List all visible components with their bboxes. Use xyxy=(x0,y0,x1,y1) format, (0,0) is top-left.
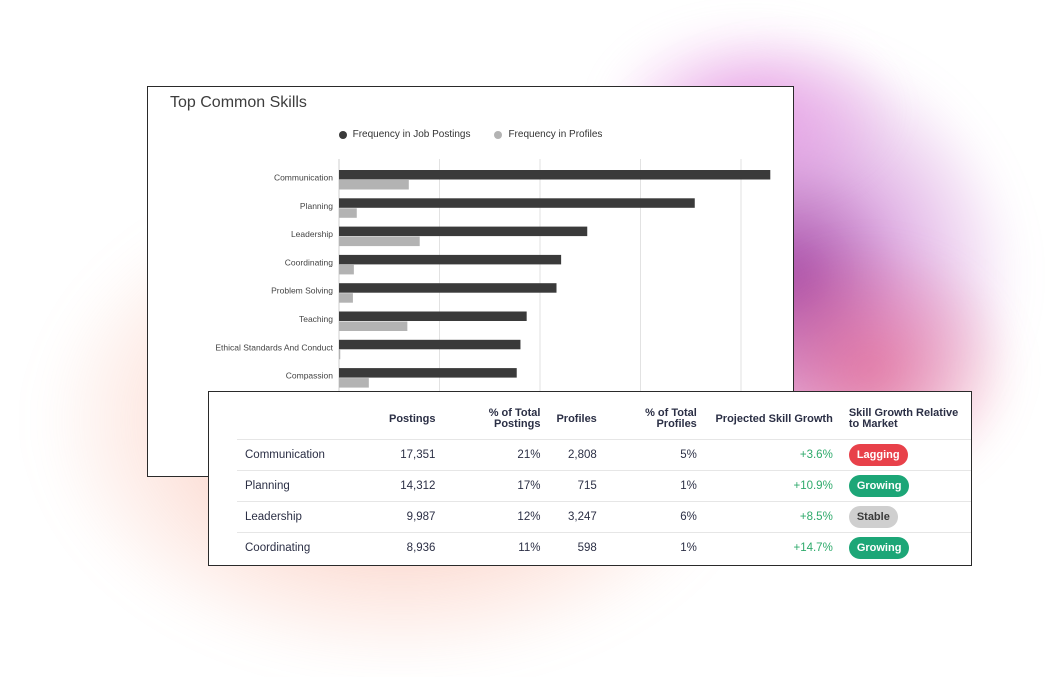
cell-pct-profiles: 5% xyxy=(604,438,705,470)
cell-pct-profiles: 6% xyxy=(604,500,705,532)
legend-item-profiles[interactable]: Frequency in Profiles xyxy=(494,129,602,140)
bar-postings[interactable] xyxy=(339,198,695,208)
chart-title: Top Common Skills xyxy=(170,94,307,111)
header-profiles[interactable]: Profiles xyxy=(556,412,597,425)
header-postings[interactable]: Postings xyxy=(389,412,436,425)
cell-skill: Planning xyxy=(237,469,381,501)
category-tick-label: Ethical Standards And Conduct xyxy=(215,342,333,352)
bar-postings[interactable] xyxy=(339,226,588,237)
cell-pct-postings: 17% xyxy=(443,469,549,501)
table-row[interactable]: Planning 14,312 17% 715 1% +10.9% Growin… xyxy=(237,469,971,501)
cell-profiles: 715 xyxy=(548,469,605,501)
cell-pct-profiles: 1% xyxy=(604,469,705,501)
cell-relative-growth: Growing xyxy=(840,469,971,501)
category-tick-label: Planning xyxy=(300,201,333,211)
bar-profiles[interactable] xyxy=(339,293,353,303)
cell-skill: Communication xyxy=(237,438,381,470)
cell-skill: Leadership xyxy=(237,500,381,532)
legend-dot-profiles xyxy=(494,130,503,139)
status-badge-lagging: Lagging xyxy=(848,443,908,466)
legend-dot-postings xyxy=(338,130,347,139)
cell-profiles: 598 xyxy=(548,531,605,563)
skills-table: Postings % of Total Postings Profiles % … xyxy=(237,400,971,563)
category-tick-label: Problem Solving xyxy=(271,286,333,296)
category-tick-label: Leadership xyxy=(291,229,333,239)
status-badge-stable: Stable xyxy=(848,505,898,528)
bar-chart-plot: Communication Planning Leadership Coordinat… xyxy=(215,159,771,476)
cell-pct-postings: 12% xyxy=(443,500,549,532)
header-skill xyxy=(237,400,381,439)
cell-postings: 8,936 xyxy=(381,531,444,563)
status-badge-growing: Growing xyxy=(848,536,910,559)
header-projected-growth[interactable]: Projected Skill Growth xyxy=(715,412,833,425)
cell-postings: 17,351 xyxy=(381,438,444,470)
bar-profiles[interactable] xyxy=(339,378,369,388)
cell-relative-growth: Stable xyxy=(840,500,971,532)
chart-legend: Frequency in Job Postings Frequency in P… xyxy=(148,129,793,140)
cell-relative-growth: Lagging xyxy=(840,438,971,470)
table-row[interactable]: Leadership 9,987 12% 3,247 6% +8.5% Stab… xyxy=(237,500,971,532)
table-row[interactable]: Coordinating 8,936 11% 598 1% +14.7% Gro… xyxy=(237,531,971,563)
cell-pct-postings: 21% xyxy=(443,438,549,470)
bar-postings[interactable] xyxy=(339,339,521,350)
bar-postings[interactable] xyxy=(339,170,771,180)
header-pct-postings[interactable]: % of Total Postings xyxy=(488,407,541,431)
category-tick-label: Communication xyxy=(274,173,333,183)
skills-table-card: Postings % of Total Postings Profiles % … xyxy=(208,391,972,566)
cell-projected-growth: +3.6% xyxy=(704,438,841,470)
bar-postings[interactable] xyxy=(339,368,517,378)
cell-profiles: 3,247 xyxy=(548,500,605,532)
legend-label-postings: Frequency in Job Postings xyxy=(352,129,471,140)
cell-projected-growth: +8.5% xyxy=(704,500,841,532)
category-tick-label: Teaching xyxy=(299,314,333,324)
bar-postings[interactable] xyxy=(339,311,527,322)
legend-item-postings[interactable]: Frequency in Job Postings xyxy=(338,129,471,140)
bar-profiles[interactable] xyxy=(339,180,409,190)
category-tick-label: Coordinating xyxy=(285,257,333,267)
cell-skill: Coordinating xyxy=(237,531,381,563)
bar-profiles[interactable] xyxy=(339,208,357,218)
bar-profiles[interactable] xyxy=(339,321,408,332)
cell-projected-growth: +14.7% xyxy=(704,531,841,563)
cell-postings: 14,312 xyxy=(381,469,444,501)
bar-profiles[interactable] xyxy=(339,236,420,247)
cell-pct-profiles: 1% xyxy=(604,531,705,563)
header-pct-profiles[interactable]: % of Total Profiles xyxy=(645,407,697,431)
header-relative-growth[interactable]: Skill Growth Relative to Market xyxy=(848,407,959,431)
cell-pct-postings: 11% xyxy=(443,531,549,563)
bar-postings[interactable] xyxy=(339,283,557,293)
legend-label-profiles: Frequency in Profiles xyxy=(508,129,603,140)
cell-profiles: 2,808 xyxy=(548,438,605,470)
bar-profiles[interactable] xyxy=(339,264,354,275)
cell-postings: 9,987 xyxy=(381,500,444,532)
status-badge-growing: Growing xyxy=(848,474,910,497)
bar-postings[interactable] xyxy=(339,254,562,265)
cell-relative-growth: Growing xyxy=(840,531,971,563)
table-row[interactable]: Communication 17,351 21% 2,808 5% +3.6% … xyxy=(237,438,971,470)
bar-profiles[interactable] xyxy=(339,349,341,360)
cell-projected-growth: +10.9% xyxy=(704,469,841,501)
category-tick-label: Compassion xyxy=(286,371,334,381)
table-header-row: Postings % of Total Postings Profiles % … xyxy=(237,400,971,439)
